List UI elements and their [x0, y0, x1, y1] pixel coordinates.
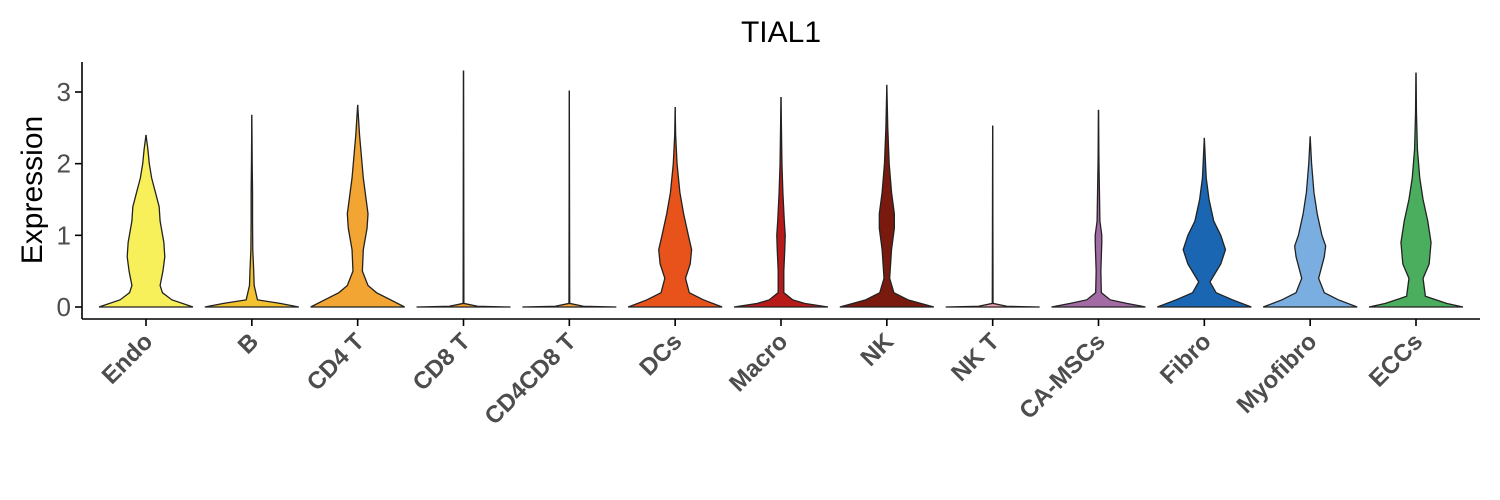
y-tick-label: 2 [57, 149, 71, 179]
y-tick-label: 0 [57, 292, 71, 322]
violin-3 [416, 70, 511, 308]
violin-0 [98, 134, 194, 308]
y-axis: 0 1 2 3 [57, 62, 83, 322]
x-tick-label: CD8 T [408, 328, 476, 396]
violin-11 [1262, 136, 1358, 308]
x-tick-label: Endo [97, 328, 159, 390]
violin-9 [1051, 109, 1146, 308]
x-tick-label: CA-MSCs [1014, 328, 1110, 424]
chart-title: TIAL1 [741, 16, 821, 49]
x-tick-label: Fibro [1155, 328, 1217, 390]
y-tick-label: 3 [57, 77, 71, 107]
violin-4 [522, 90, 617, 308]
x-tick-label: Macro [724, 328, 793, 397]
x-tick-label: DCs [634, 328, 687, 381]
violin-8 [945, 125, 1040, 308]
violin-group [98, 70, 1464, 308]
x-tick-label: CD4CD8 T [479, 328, 581, 430]
x-tick-label: ECCs [1364, 328, 1428, 392]
violin-10 [1157, 137, 1252, 308]
violin-5 [627, 107, 723, 308]
violin-12 [1368, 72, 1464, 308]
x-tick-label: CD4 T [302, 328, 370, 396]
x-tick-label: B [233, 328, 264, 359]
violin-1 [204, 114, 299, 308]
y-axis-label: Expression [16, 116, 49, 264]
y-tick-label: 1 [57, 220, 71, 250]
violin-6 [733, 97, 829, 308]
violin-2 [310, 104, 405, 308]
x-tick-label: Myofibro [1232, 328, 1323, 419]
x-tick-label: NK [855, 328, 899, 372]
violin-7 [839, 84, 935, 308]
x-tick-label: NK T [946, 328, 1005, 387]
x-axis: Endo B CD4 T CD8 T CD4CD8 T DCs Macro NK NK T CA-… [82, 318, 1480, 430]
